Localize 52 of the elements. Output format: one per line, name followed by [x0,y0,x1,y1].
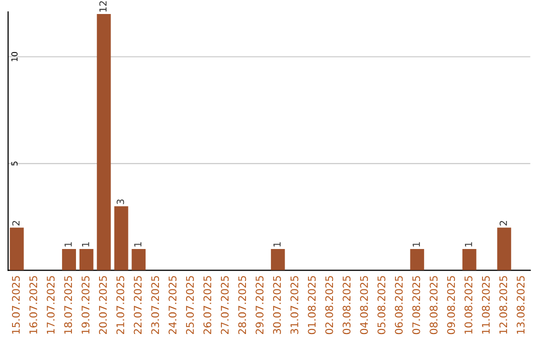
data-label: 12 [99,1,107,12]
data-label: 1 [134,242,142,246]
x-tick-label: 11.08.2025 [482,276,490,334]
x-tick-label: 29.07.2025 [256,276,264,334]
data-label: 1 [64,242,72,246]
x-tick-label: 13.08.2025 [516,276,525,334]
x-tick-label: 26.07.2025 [203,276,212,334]
bar [114,206,128,270]
x-tick-label: 07.08.2025 [412,276,420,334]
data-label: 1 [412,242,420,246]
y-tick-label: 10 [11,52,18,62]
bar [497,228,512,270]
x-tick-label: 01.08.2025 [308,276,316,334]
data-label: 2 [12,220,20,226]
bar [79,248,94,270]
x-tick-label: 27.07.2025 [220,276,229,334]
x-tick-label: 05.08.2025 [377,276,386,334]
x-tick-label: 18.07.2025 [64,276,72,334]
x-tick-label: 19.07.2025 [82,276,90,334]
data-label: 1 [464,242,472,246]
bar [462,248,476,270]
x-tick-label: 04.08.2025 [360,276,368,334]
x-tick-label: 09.08.2025 [447,276,455,334]
x-tick-label: 03.08.2025 [342,276,351,334]
x-tick-label: 10.08.2025 [464,276,472,334]
bar [96,14,111,270]
x-tick-label: 22.07.2025 [134,276,142,334]
data-label: 1 [82,242,90,246]
x-tick-label: 02.08.2025 [325,276,334,334]
data-label: 1 [273,242,281,246]
x-tick-label: 15.07.2025 [12,276,20,334]
x-tick-label: 30.07.2025 [273,276,281,334]
x-tick-label: 06.08.2025 [394,276,403,334]
x-tick-label: 23.07.2025 [151,276,160,334]
x-tick-label: 16.07.2025 [29,276,38,334]
x-tick-label: 24.07.2025 [168,276,176,334]
bar [132,248,146,270]
x-tick-label: 08.08.2025 [430,276,438,334]
x-tick-label: 28.07.2025 [238,276,246,334]
data-label: 2 [500,220,507,226]
x-tick-label: 31.07.2025 [290,276,298,334]
x-tick-label: 12.08.2025 [499,276,508,334]
y-tick-label: 5 [11,162,18,166]
x-tick-label: 25.07.2025 [186,276,194,334]
x-tick-label: 17.07.2025 [46,276,55,334]
bar [410,248,424,270]
bar [10,228,24,270]
data-label: 3 [116,199,124,204]
bar [62,248,76,270]
x-tick-label: 21.07.2025 [116,276,124,334]
x-tick-label: 20.07.2025 [98,276,107,334]
bar [270,248,285,270]
